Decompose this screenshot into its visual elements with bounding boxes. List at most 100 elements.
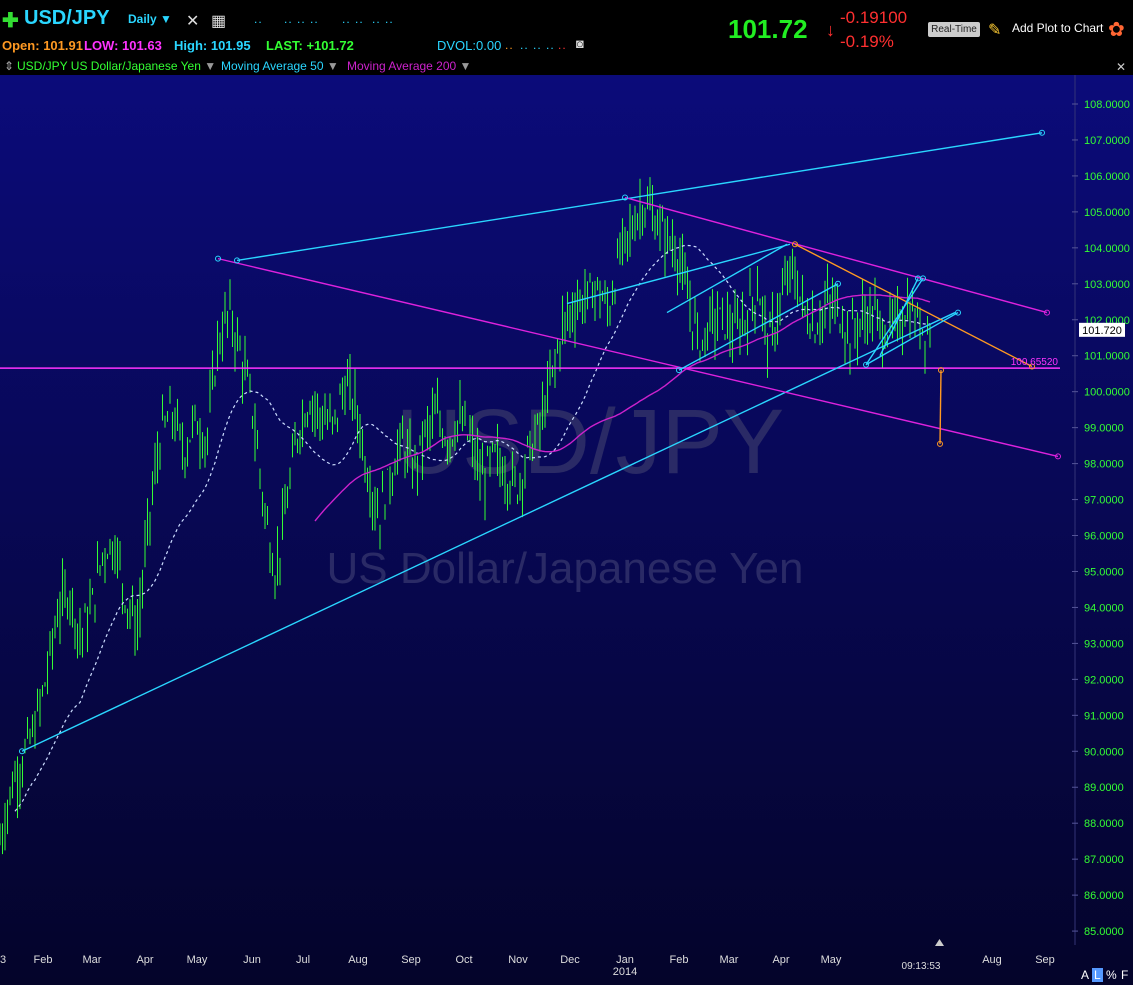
trendline-handle: [234, 257, 240, 264]
chart-background: [0, 75, 1133, 985]
symbol-label[interactable]: USD/JPY: [24, 7, 110, 29]
y-tick-label: 93.0000: [1084, 638, 1124, 650]
x-tick-label: May: [187, 954, 208, 966]
x-tick-label: Nov: [508, 954, 528, 966]
grid-icon[interactable]: ▦: [211, 13, 227, 30]
scroll-marker-icon: [935, 939, 944, 946]
change-value: -0.19100: [840, 8, 908, 27]
study-slot-1[interactable]: ..: [254, 12, 263, 26]
y-tick-label: 90.0000: [1084, 746, 1124, 758]
upper-channel-line: [236, 132, 1043, 262]
x-tick-label: Sep: [1035, 954, 1055, 966]
updown-icon[interactable]: ⇕: [4, 59, 15, 73]
axes: 85.0000 86.0000 87.0000 88.0000 89.0000 90.00…: [0, 75, 1130, 978]
trendline-handle: [792, 241, 798, 248]
x-tick-label: Jan: [616, 954, 634, 966]
price-bars: [0, 177, 931, 855]
uptrend-support-line: [21, 311, 956, 752]
y-tick-label: 105.0000: [1084, 207, 1130, 219]
moving-averages: [14, 244, 931, 812]
study-slot-4[interactable]: .. ..: [372, 12, 394, 26]
trendline-handle: [915, 275, 921, 282]
period-selector[interactable]: Daily ▼: [128, 12, 172, 26]
x-tick-label: Apr: [136, 954, 153, 966]
legend-ma50[interactable]: Moving Average 50 ▼: [221, 59, 339, 73]
change-percent: -0.19%: [840, 32, 894, 51]
dvol-quote: DVOL:0.00: [437, 38, 502, 53]
down-arrow-icon: ↓: [826, 20, 835, 40]
y-tick-label: 96.0000: [1084, 531, 1124, 543]
y-tick-label: 91.0000: [1084, 710, 1124, 722]
high-quote: High: 101.95: [174, 38, 251, 53]
orange-resistance-line: [794, 243, 1033, 368]
trendline-handle: [1055, 453, 1061, 460]
chart-area[interactable]: USD/JPY US Dollar/Japanese Yen 85.0000 86…: [0, 75, 1133, 985]
open-quote: Open: 101.91: [2, 38, 83, 53]
add-plot-icon[interactable]: ✎: [988, 22, 1002, 39]
y-tick-label: 103.0000: [1084, 279, 1130, 291]
x-tick-label: Feb: [670, 954, 689, 966]
trendline-handle: [215, 255, 221, 262]
last-price-marker: [1079, 322, 1125, 337]
study-slot-5[interactable]: ..: [505, 38, 514, 52]
percent-button[interactable]: %: [1106, 968, 1117, 982]
trendline-handle: [1039, 129, 1045, 136]
study-slot-6[interactable]: .. .. ..: [520, 38, 555, 52]
x-tick-label: Aug: [348, 954, 368, 966]
linear-button[interactable]: L: [1092, 968, 1103, 982]
camera-icon[interactable]: ◙: [576, 36, 584, 51]
channel-line-b: [678, 283, 839, 371]
last-price-big: 101.72: [728, 14, 808, 44]
legend-instrument[interactable]: USD/JPY US Dollar/Japanese Yen ▼: [17, 59, 217, 73]
channel-line-d: [865, 311, 959, 366]
trendline-handle: [938, 367, 944, 374]
x-tick-label: Mar: [83, 954, 102, 966]
study-slot-3[interactable]: .. ..: [342, 12, 364, 26]
toolbar: ✚ USD/JPY Daily ▼ ✕ ▦ .. .. .. .. .. .. …: [0, 0, 1133, 58]
trendline-handle: [1044, 309, 1050, 316]
upper-descending-line: [624, 196, 1048, 314]
trendline-handle: [1029, 363, 1035, 370]
y-tick-label: 94.0000: [1084, 602, 1124, 614]
time-label: 09:13:53: [902, 961, 941, 972]
study-slot-7[interactable]: ..: [558, 38, 567, 52]
x-tick-label: Jul: [296, 954, 310, 966]
legend-ma200[interactable]: Moving Average 200 ▼: [347, 59, 472, 73]
trendline-handle: [622, 194, 628, 201]
x-tick-label: Oct: [455, 954, 472, 966]
x-year-label: 2014: [613, 966, 637, 978]
watermark-name: US Dollar/Japanese Yen: [327, 544, 804, 593]
period-label: Daily: [128, 12, 157, 26]
trendline-handle: [835, 280, 841, 287]
x-tick-label: Sep: [401, 954, 421, 966]
y-tick-label: 97.0000: [1084, 495, 1124, 507]
last-price-label: 101.720: [1082, 325, 1122, 337]
trendline-handle: [955, 309, 961, 316]
y-tick-label: 89.0000: [1084, 782, 1124, 794]
hline-label: 100.65520: [1011, 357, 1059, 368]
y-tick-label: 106.0000: [1084, 171, 1130, 183]
x-tick-label: 3: [0, 954, 6, 966]
x-tick-label: Aug: [982, 954, 1002, 966]
y-tick-label: 95.0000: [1084, 566, 1124, 578]
y-tick-label: 100.0000: [1084, 387, 1130, 399]
channel-line-c: [666, 243, 788, 314]
x-tick-label: Dec: [560, 954, 580, 966]
legend-close-icon[interactable]: ✕: [1116, 60, 1127, 74]
realtime-button[interactable]: Real-Time: [928, 22, 980, 37]
orange-vertical-line: [939, 370, 942, 444]
auto-button[interactable]: A: [1081, 968, 1090, 982]
y-tick-label: 88.0000: [1084, 818, 1124, 830]
y-tick-label: 92.0000: [1084, 674, 1124, 686]
fit-button[interactable]: F: [1121, 968, 1129, 982]
add-symbol-icon[interactable]: ✚: [2, 10, 19, 32]
palette-icon[interactable]: ✿: [1108, 19, 1125, 41]
x-tick-label: Jun: [243, 954, 261, 966]
y-tick-label: 86.0000: [1084, 890, 1124, 902]
x-tick-label: Apr: [772, 954, 789, 966]
add-plot-button[interactable]: Add Plot to Chart: [1012, 21, 1104, 35]
x-tick-label: Feb: [34, 954, 53, 966]
tools-icon[interactable]: ✕: [186, 13, 200, 30]
x-tick-label: Mar: [720, 954, 739, 966]
study-slot-2[interactable]: .. .. ..: [284, 12, 319, 26]
